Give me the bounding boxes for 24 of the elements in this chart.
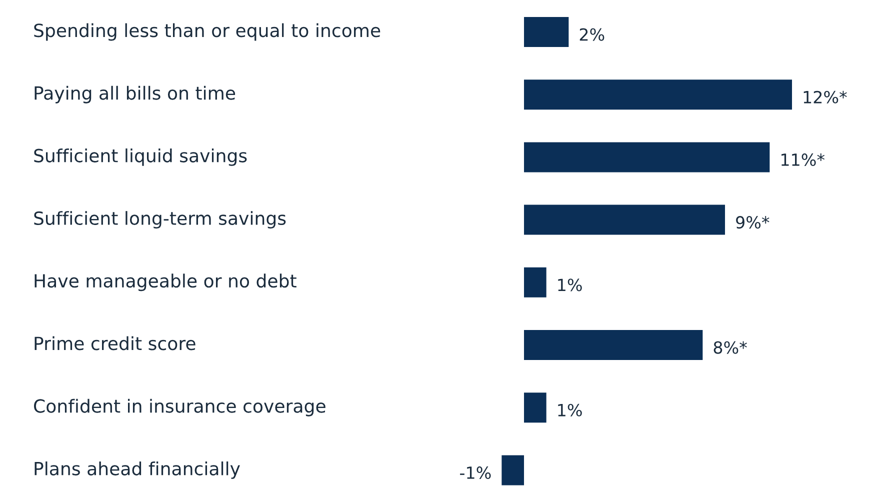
y-tick-label: Plans ahead financially xyxy=(34,461,240,479)
y-tick-label: Sufficient liquid savings xyxy=(34,148,247,166)
data-label: 1% xyxy=(558,404,582,416)
data-label: -1% xyxy=(460,466,491,480)
y-tick-label: Have manageable or no debt xyxy=(34,274,296,292)
data-label: 8%* xyxy=(714,341,747,354)
bar xyxy=(524,17,569,47)
bar xyxy=(524,330,703,360)
data-label: 11%* xyxy=(781,153,825,166)
data-label: 2% xyxy=(580,28,604,41)
bar xyxy=(524,204,725,235)
data-label: 9%* xyxy=(736,216,770,229)
bar xyxy=(524,142,770,172)
bar xyxy=(524,80,792,110)
y-tick-label: Prime credit score xyxy=(34,336,196,350)
y-tick-label: Confident in insurance coverage xyxy=(34,398,326,416)
data-label: 1% xyxy=(558,278,582,292)
data-label: 12%* xyxy=(804,90,847,104)
y-tick-label: Spending less than or equal to income xyxy=(34,23,380,41)
bar xyxy=(524,392,546,423)
bar xyxy=(502,455,524,486)
bar xyxy=(524,267,546,298)
y-tick-label: Sufficient long-term savings xyxy=(34,211,286,229)
y-tick-label: Paying all bills on time xyxy=(34,86,236,104)
